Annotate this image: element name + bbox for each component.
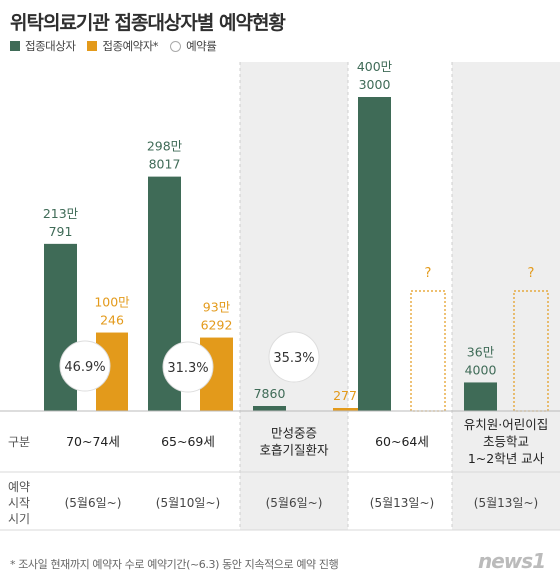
group-panel-2 [240, 62, 348, 530]
category-label-4: 1~2학년 교사 [468, 451, 545, 466]
bar-chart: 213만 791 100만 246 298만 8017 93만 6292 7860 2777 400… [0, 59, 560, 531]
data-label-target-1: 8017 [149, 157, 181, 172]
footnote: * 조사일 현재까지 예약자 수로 예약기간(~6.3) 동안 지속적으로 예약… [10, 558, 339, 571]
bar-reserved-unknown-4 [513, 290, 549, 412]
category-label-2: 만성중증 [271, 426, 317, 441]
data-label-reserved-1: 93만 [203, 300, 231, 315]
rate-label-2: 35.3% [273, 351, 314, 366]
group-panel-4 [452, 62, 560, 530]
rate-circle-1 [162, 341, 214, 393]
row-label-start-0: 예약 [8, 479, 30, 494]
start-date-3: (5월13일~) [370, 496, 434, 510]
news1-logo: news1 [478, 549, 546, 573]
logo-word: news [478, 549, 533, 573]
data-label-reserved-2: 2777 [333, 388, 365, 403]
legend-swatch-target [10, 41, 20, 51]
bar-target-2 [253, 406, 286, 411]
bar-target-3 [358, 97, 391, 411]
start-date-1: (5월10일~) [156, 496, 220, 510]
legend-item-rate: 예약률 [170, 38, 217, 54]
logo-number: 1 [532, 549, 546, 573]
data-label-reserved-0: 100만 [94, 295, 130, 310]
data-label-reserved-1: 6292 [201, 318, 233, 333]
legend-item-reserved: 접종예약자* [87, 38, 159, 54]
legend-label-target: 접종대상자 [25, 39, 76, 53]
category-label-4: 유치원·어린이집 [464, 417, 548, 432]
start-date-4: (5월13일~) [474, 496, 538, 510]
data-label-target-3: 3000 [359, 77, 391, 92]
category-label-1: 65~69세 [161, 434, 215, 449]
bar-reserved-2 [333, 408, 365, 411]
data-label-reserved-0: 246 [100, 313, 124, 328]
legend-swatch-reserved [87, 41, 98, 51]
rate-label-1: 31.3% [167, 361, 208, 376]
legend-label-rate: 예약률 [186, 39, 217, 53]
row-label-start-2: 시기 [8, 512, 30, 526]
legend: 접종대상자 접종예약자* 예약률 [10, 38, 228, 54]
category-label-3: 60~64세 [375, 434, 429, 449]
rate-label-0: 46.9% [64, 360, 105, 375]
data-label-target-0: 791 [49, 224, 73, 239]
legend-label-reserved: 접종예약자* [102, 39, 159, 53]
data-label-reserved-4: ? [528, 266, 535, 281]
bar-target-4 [464, 382, 497, 411]
legend-item-target: 접종대상자 [10, 38, 76, 54]
data-label-reserved-3: ? [425, 266, 432, 281]
rate-circle-0 [59, 340, 111, 392]
data-label-target-3: 400만 [357, 59, 393, 74]
data-label-target-2: 7860 [254, 386, 286, 401]
data-label-target-0: 213만 [43, 206, 79, 221]
category-label-4: 초등학교 [483, 434, 529, 449]
rate-circle-2 [268, 331, 320, 383]
start-date-0: (5월6일~) [65, 496, 122, 510]
chart-title: 위탁의료기관 접종대상자별 예약현황 [10, 12, 286, 34]
row-label-group: 구분 [8, 435, 30, 449]
legend-ring-icon [170, 40, 182, 52]
row-label-start-1: 시작 [8, 496, 30, 510]
data-label-target-1: 298만 [147, 139, 183, 154]
data-label-target-4: 4000 [465, 362, 497, 377]
category-label-2: 호흡기질환자 [259, 443, 329, 458]
start-date-2: (5월6일~) [266, 496, 323, 510]
bar-reserved-unknown-3 [410, 290, 446, 412]
category-label-0: 70~74세 [66, 434, 120, 449]
data-label-target-4: 36만 [467, 344, 495, 359]
